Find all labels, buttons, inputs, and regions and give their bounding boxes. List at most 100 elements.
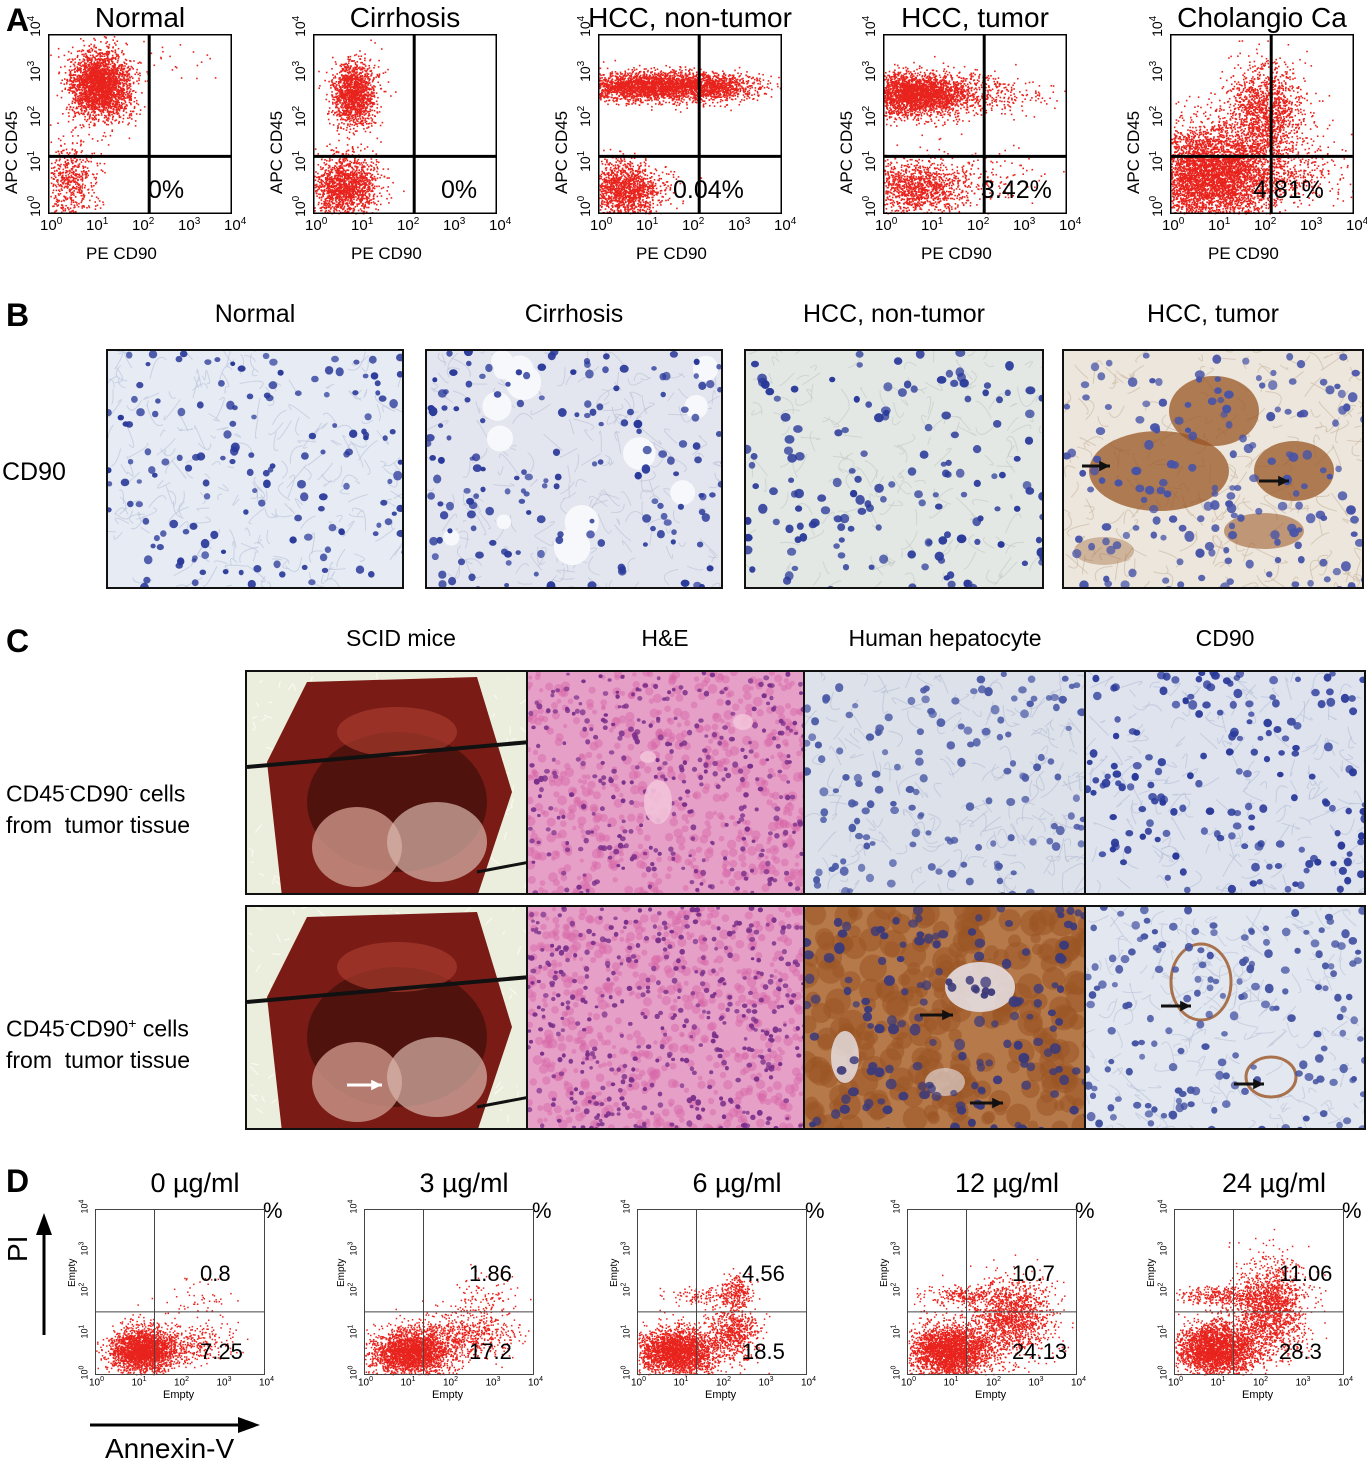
cell-nucleus	[796, 522, 804, 530]
cell-nucleus	[1200, 827, 1208, 835]
cell-nucleus	[556, 1031, 561, 1037]
tissue-fiber	[1318, 401, 1338, 422]
eosin-cytoplasm	[577, 778, 583, 784]
tissue-fiber	[352, 507, 364, 512]
eosin-cytoplasm	[705, 919, 712, 925]
cell-nucleus	[862, 834, 871, 841]
tissue-fiber	[260, 490, 268, 501]
cell-nucleus	[1177, 581, 1185, 587]
tissue-fiber	[1278, 825, 1290, 841]
cell-nucleus	[1202, 701, 1211, 709]
tissue-fiber	[967, 856, 984, 862]
cell-nucleus	[1265, 729, 1272, 737]
tissue-fiber	[1049, 816, 1056, 829]
tissue-fiber	[1138, 790, 1151, 795]
tissue-fiber	[775, 351, 783, 357]
cell-nucleus	[136, 479, 142, 484]
tissue-fiber	[497, 378, 506, 386]
cell-nucleus	[781, 1129, 786, 1130]
cell-nucleus	[1139, 833, 1146, 840]
cell-nucleus	[523, 491, 530, 497]
cell-nucleus	[750, 890, 755, 893]
tissue-fiber	[475, 401, 481, 414]
tissue-fiber	[897, 469, 905, 478]
cell-nucleus	[676, 958, 681, 964]
cell-nucleus	[1106, 545, 1116, 555]
cell-nucleus	[585, 888, 590, 893]
tissue-fiber	[136, 507, 157, 520]
cell-nucleus	[950, 431, 959, 439]
cell-nucleus	[742, 976, 747, 980]
cell-nucleus	[695, 1099, 702, 1106]
panel-b-column-title: Cirrhosis	[425, 300, 723, 329]
cell-nucleus	[672, 1013, 677, 1018]
eosin-cytoplasm	[653, 1040, 658, 1045]
cell-nucleus	[429, 455, 436, 461]
eosin-cytoplasm	[652, 872, 658, 879]
cell-nucleus	[756, 957, 762, 963]
tissue-fiber	[275, 508, 293, 518]
tissue-fiber	[937, 713, 945, 735]
tissue-fiber	[822, 561, 830, 575]
cell-nucleus	[911, 828, 921, 838]
label-part: from tumor tissue	[6, 1047, 190, 1073]
eosin-cytoplasm	[720, 821, 727, 828]
cell-nucleus	[802, 1122, 803, 1127]
tissue-fiber	[955, 820, 961, 834]
cell-nucleus	[769, 487, 778, 496]
cell-nucleus	[139, 582, 149, 587]
cell-nucleus	[468, 573, 476, 582]
eosin-cytoplasm	[722, 866, 727, 871]
eosin-cytoplasm	[685, 1045, 695, 1054]
tissue-fiber	[1209, 916, 1218, 921]
cell-nucleus	[584, 400, 592, 408]
eosin-cytoplasm	[761, 883, 770, 892]
cell-nucleus	[582, 1027, 587, 1032]
eosin-cytoplasm	[588, 1038, 598, 1049]
cell-nucleus	[1251, 862, 1260, 872]
tissue-fiber	[232, 494, 240, 506]
label-sup: +	[128, 1015, 136, 1031]
cell-nucleus	[589, 727, 594, 732]
eosin-cytoplasm	[683, 1087, 690, 1093]
cell-nucleus	[237, 365, 246, 372]
cell-nucleus	[710, 1038, 716, 1044]
tissue-fiber	[650, 485, 660, 495]
tissue-fiber	[256, 397, 261, 418]
fur-strand	[439, 1129, 443, 1130]
tissue-fiber	[1243, 1032, 1262, 1040]
tissue-fiber	[530, 552, 543, 571]
cell-nucleus	[1026, 1062, 1036, 1072]
cell-nucleus	[1329, 804, 1336, 812]
eosin-cytoplasm	[641, 949, 648, 956]
cell-nucleus	[869, 841, 876, 846]
tissue-fiber	[328, 520, 333, 524]
eosin-cytoplasm	[652, 1119, 662, 1128]
cell-nucleus	[885, 1078, 897, 1090]
tissue-fiber	[607, 461, 615, 465]
fur-strand	[524, 881, 526, 888]
cell-nucleus	[1305, 860, 1314, 868]
tissue-fiber	[265, 386, 275, 406]
cell-nucleus	[1307, 579, 1314, 587]
tissue-fiber	[1109, 907, 1128, 928]
tissue-fiber	[510, 515, 517, 533]
cell-nucleus	[1011, 695, 1018, 702]
cell-nucleus	[589, 518, 595, 524]
cell-nucleus	[680, 406, 689, 413]
cell-nucleus	[429, 536, 438, 546]
tissue-fiber	[1318, 780, 1323, 787]
tissue-fiber	[587, 577, 601, 587]
cell-nucleus	[594, 1005, 599, 1009]
cell-nucleus	[769, 695, 774, 701]
cell-nucleus	[695, 1003, 701, 1008]
eosin-cytoplasm	[740, 765, 751, 776]
cell-nucleus	[1248, 814, 1256, 821]
cell-nucleus	[196, 401, 204, 409]
stain-region	[1254, 441, 1334, 501]
cell-nucleus	[784, 571, 794, 581]
tissue-fiber	[1312, 786, 1320, 800]
cell-nucleus	[684, 1018, 689, 1024]
tissue-fiber	[236, 442, 254, 455]
cell-nucleus	[1229, 727, 1239, 737]
